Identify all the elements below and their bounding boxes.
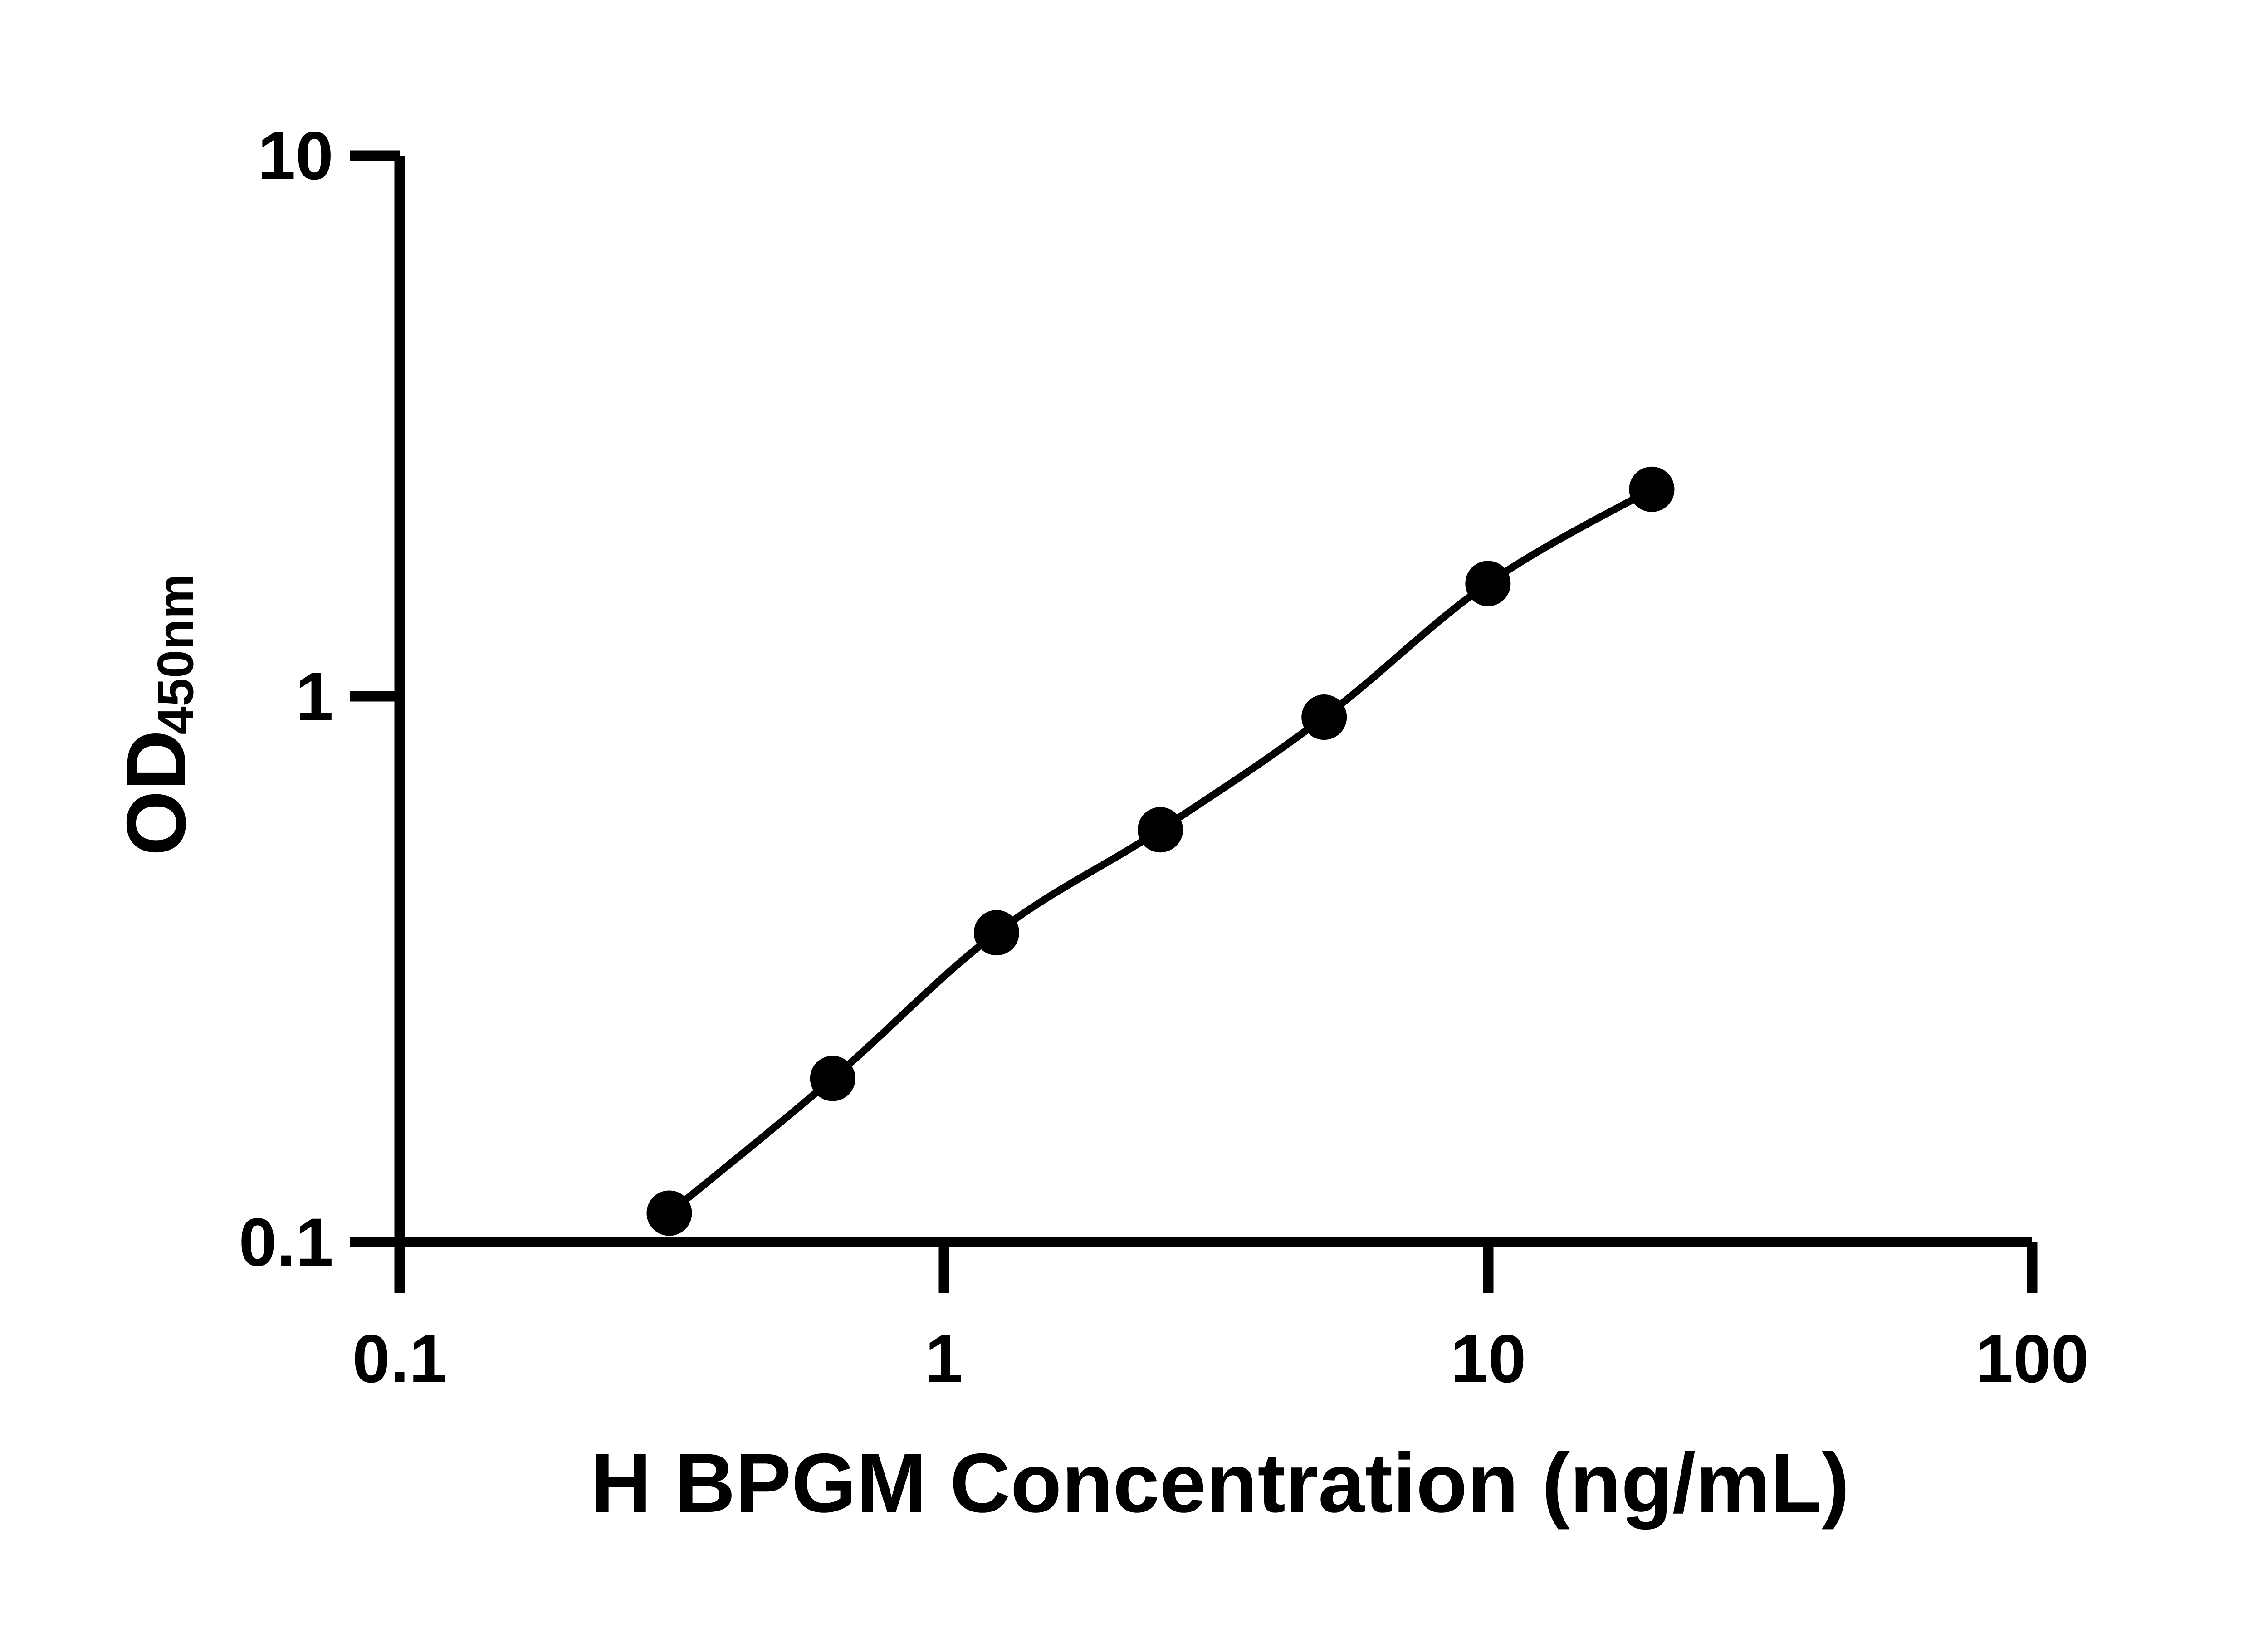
y-axis-title: OD 450nm — [110, 574, 204, 856]
data-point — [810, 1056, 855, 1101]
x-tick-label-100: 100 — [1975, 1320, 2089, 1397]
x-tick-label-0.1: 0.1 — [352, 1320, 447, 1397]
x-axis-title: H BPGM Concentration (ng/mL) — [591, 1437, 1850, 1530]
data-point — [1629, 466, 1675, 512]
data-point — [1138, 807, 1183, 853]
data-point — [973, 910, 1019, 956]
data-point — [1465, 561, 1511, 606]
x-tick-label-1: 1 — [925, 1320, 963, 1397]
data-point-markers — [646, 466, 1675, 1236]
y-tick-label-1: 1 — [296, 658, 333, 734]
y-tick-label-10: 10 — [258, 117, 333, 194]
y-axis-title-sub: 450nm — [147, 574, 204, 735]
data-point — [646, 1190, 692, 1236]
y-tick-label-0.1: 0.1 — [239, 1204, 333, 1280]
data-point — [1301, 694, 1347, 740]
x-tick-label-10: 10 — [1451, 1320, 1526, 1397]
y-axis-title-main: OD — [110, 730, 203, 856]
